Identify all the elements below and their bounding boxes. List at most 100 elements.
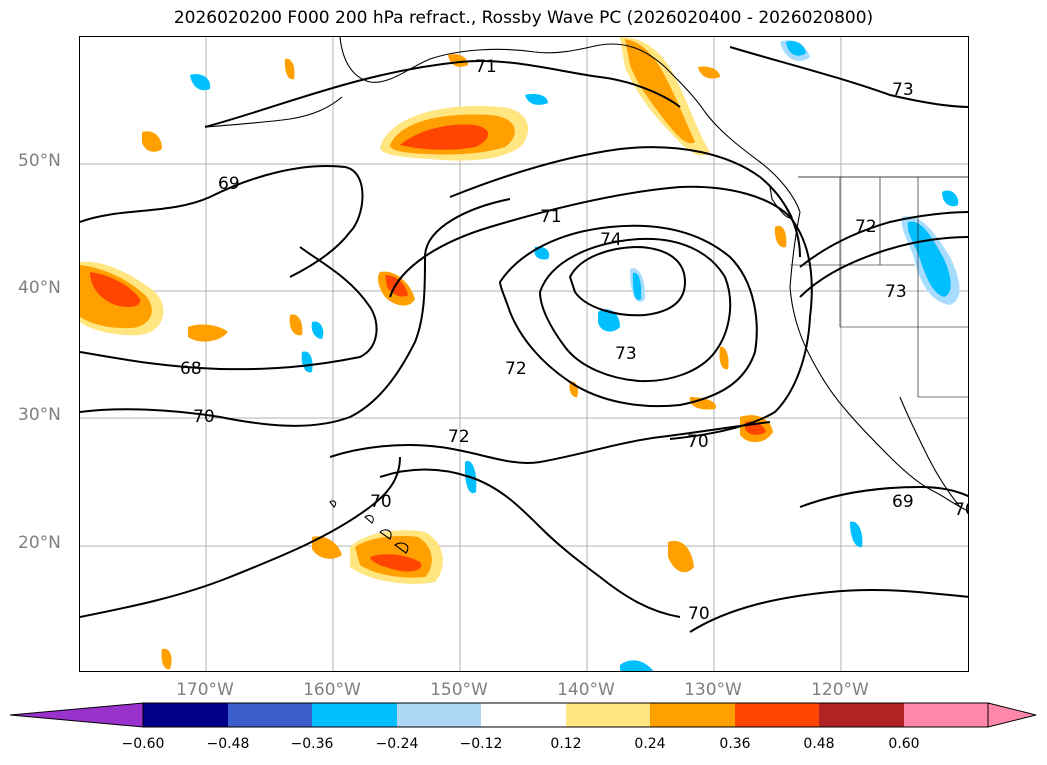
colorbar-segment (650, 703, 735, 727)
colorbar-segment (397, 703, 481, 727)
alaska-coast (339, 37, 801, 213)
contour-73-east (799, 236, 968, 298)
contour-label: 68 (180, 359, 202, 379)
lon-label-140w: 140°W (557, 680, 615, 700)
aleutian-chain (204, 96, 343, 128)
colorbar-tick: −0.36 (290, 736, 334, 752)
shade-sub-9 (448, 54, 468, 67)
shade-sub-8 (719, 346, 729, 370)
shade-neg-2 (598, 309, 620, 332)
lat-label-50n: 50°N (18, 151, 61, 171)
contour-label: 70 (687, 432, 709, 452)
us-west-coast (789, 211, 968, 512)
lon-label-120w: 120°W (811, 680, 869, 700)
lon-label-130w: 130°W (684, 680, 742, 700)
contour-73-ring (538, 237, 732, 383)
colorbar (10, 702, 1037, 728)
shade-sub-7 (284, 58, 295, 80)
shade-neg-6 (190, 74, 211, 91)
map-canvas: 71 73 69 71 74 72 73 68 72 70 72 73 70 7… (80, 37, 969, 671)
colorbar-segment (312, 703, 397, 727)
state-line-6 (917, 327, 968, 398)
baja-peninsula (899, 396, 961, 508)
contour-label: 73 (885, 282, 907, 302)
contour-label: 72 (448, 427, 470, 447)
colorbar-tick: −0.60 (121, 736, 165, 752)
colorbar-segment (228, 703, 312, 727)
shade-sub-6 (142, 131, 162, 152)
colorbar-extend-low (10, 702, 144, 728)
colorbar-segment (566, 703, 650, 727)
map-title: 2026020200 F000 200 hPa refract., Rossby… (173, 8, 874, 28)
shade-neg-13 (942, 190, 959, 207)
shade-neg-12 (620, 660, 654, 671)
lat-label-30n: 30°N (18, 405, 61, 425)
colorbar-tick: 0.48 (803, 736, 835, 752)
lon-label-170w: 170°W (176, 680, 234, 700)
contour-label: 70 (954, 500, 969, 520)
colorbar-tick: 0.36 (719, 736, 751, 752)
contour-71-mid (449, 146, 801, 258)
colorbar-frame (142, 702, 989, 728)
shade-sub-11 (698, 66, 720, 79)
map-panel: 71 73 69 71 74 72 73 68 72 70 72 73 70 7… (79, 36, 969, 672)
colorbar-tick: 0.12 (550, 736, 582, 752)
contour-72-outer (389, 185, 813, 440)
shade-neg-10 (311, 321, 324, 339)
contour-label: 69 (218, 174, 240, 194)
contour-label: 71 (540, 207, 562, 227)
shade-sub-5 (774, 225, 787, 248)
contour-label: 72 (505, 359, 527, 379)
negative-shading (190, 40, 960, 671)
contour-69-north (80, 165, 364, 278)
shade-sub-2 (188, 324, 228, 342)
colorbar-segment (143, 703, 228, 727)
contour-label: 69 (892, 492, 914, 512)
contour-68 (80, 246, 378, 371)
contour-72-southern (379, 468, 681, 618)
colorbar-tick: 0.60 (888, 736, 920, 752)
contour-label: 71 (475, 57, 497, 77)
shade-neg-7 (525, 93, 548, 105)
colorbar-tick: −0.12 (459, 736, 503, 752)
contours (80, 46, 968, 633)
contour-label: 70 (193, 407, 215, 427)
colorbar-tick: 0.24 (634, 736, 666, 752)
contour-72-ring (498, 224, 758, 408)
lat-label-20n: 20°N (18, 533, 61, 553)
contour-label: 73 (892, 80, 914, 100)
contour-74-ring (568, 245, 687, 317)
shade-neg-5 (850, 521, 863, 548)
shade-sub-3 (289, 314, 303, 336)
hawaii-islands (329, 500, 409, 554)
lon-label-160w: 160°W (303, 680, 361, 700)
colorbar-tick: −0.24 (375, 736, 419, 752)
shade-neg-9 (301, 351, 313, 373)
lat-label-40n: 40°N (18, 278, 61, 298)
contour-label: 72 (855, 217, 877, 237)
contour-70-hawaii (80, 456, 401, 618)
contour-72-east (799, 211, 968, 268)
contour-70-south (329, 421, 771, 464)
colorbar-segment (481, 703, 566, 727)
contour-71-top (204, 60, 681, 128)
contour-label: 70 (370, 492, 392, 512)
contour-70-west (80, 198, 511, 427)
shade-sub-1 (668, 540, 694, 573)
contour-label-group: 71 73 69 71 74 72 73 68 72 70 72 73 70 7… (180, 57, 969, 624)
colorbar-segment (904, 703, 988, 727)
contour-label: 70 (688, 604, 710, 624)
contour-label: 73 (615, 344, 637, 364)
positive-shading (80, 37, 787, 670)
lon-label-150w: 150°W (430, 680, 488, 700)
colorbar-tick: −0.48 (206, 736, 250, 752)
colorbar-segment (819, 703, 904, 727)
colorbar-segment (735, 703, 819, 727)
colorbar-extend-high (987, 702, 1037, 728)
contour-label: 74 (600, 230, 622, 250)
contour-70-southeast (689, 588, 968, 633)
contour-69-southeast (799, 485, 968, 508)
contour-73-top (729, 46, 968, 108)
shade-sub-4 (312, 536, 342, 559)
shade-neg-11 (534, 246, 550, 260)
